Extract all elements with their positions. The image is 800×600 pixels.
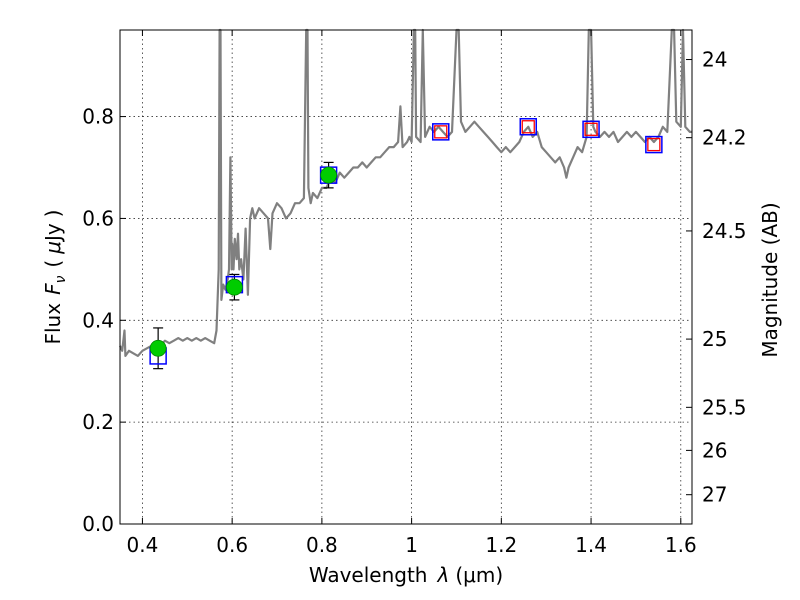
mag-tick-label: 25 — [702, 327, 727, 351]
y-tick-label: 0.0 — [82, 512, 114, 536]
series-layer — [118, 28, 692, 357]
x-tick-label: 0.6 — [216, 533, 248, 557]
plot-frame — [119, 29, 693, 525]
marker-layer — [149, 118, 663, 370]
y-tick-label: 0.6 — [82, 206, 114, 230]
upper-limit-point — [434, 125, 448, 139]
observed-photometry-point — [320, 166, 338, 184]
mag-tick-label: 24 — [702, 48, 727, 72]
y-tick-label: 0.2 — [82, 410, 114, 434]
x-tick-label: 0.4 — [127, 533, 159, 557]
x-tick-label: 0.8 — [306, 533, 338, 557]
spectrum-line — [118, 28, 692, 357]
mag-tick-label: 24.5 — [702, 219, 747, 243]
model-photometry-point — [582, 120, 600, 139]
mag-tick-label: 25.5 — [702, 395, 747, 419]
y-tick-label: 0.4 — [82, 308, 114, 332]
y-tick-label: 0.8 — [82, 105, 114, 129]
observed-photometry-point — [149, 339, 167, 357]
upper-limit-point — [521, 120, 535, 134]
mag-tick-label: 27 — [702, 483, 727, 507]
grid-layer — [120, 30, 692, 525]
model-photometry-point — [519, 118, 538, 136]
upper-limit-point — [647, 137, 661, 152]
x-tick-label: 1.6 — [665, 533, 697, 557]
x-tick-label: 1.2 — [485, 533, 517, 557]
model-photometry-point — [645, 135, 663, 154]
x-tick-label: 1.4 — [575, 533, 607, 557]
x-axis-label: Wavelength λ (μm) — [309, 563, 503, 587]
y-axis-label: FluxFν(μJy) — [41, 209, 69, 344]
observed-photometry-point — [225, 278, 243, 296]
x-tick-label: 1 — [405, 533, 418, 557]
right-axis-label: Magnitude (AB) — [758, 202, 782, 357]
model-photometry-point — [432, 123, 450, 141]
upper-limit-point — [584, 122, 598, 136]
mag-tick-label: 24.2 — [702, 126, 747, 150]
tick-layer: 0.4 0.6 0.8 1 1.2 1.4 1.6 0.0 0.2 0.4 0.6 0.8 24 24.2… — [82, 30, 747, 557]
mag-tick-label: 26 — [702, 438, 727, 462]
